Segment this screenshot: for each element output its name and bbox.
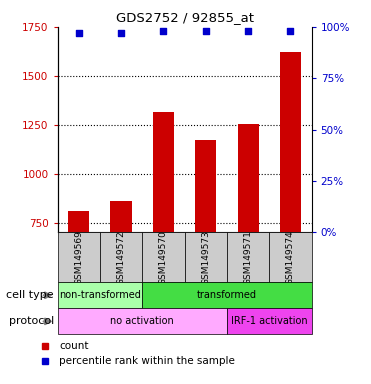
Bar [153, 112, 174, 232]
Text: GSM149570: GSM149570 [159, 230, 168, 285]
Bar [227, 308, 312, 334]
Point [288, 28, 293, 34]
Bar [58, 308, 227, 334]
Bar [58, 232, 100, 282]
Bar [280, 52, 301, 232]
Bar [58, 282, 142, 308]
Bar [142, 232, 185, 282]
Point [203, 28, 209, 34]
Text: protocol: protocol [9, 316, 54, 326]
Text: GSM149573: GSM149573 [201, 230, 210, 285]
Text: transformed: transformed [197, 290, 257, 300]
Text: GSM149569: GSM149569 [74, 230, 83, 285]
Bar [142, 282, 312, 308]
Point [118, 30, 124, 36]
Bar [237, 124, 259, 232]
Point [160, 28, 166, 34]
Text: percentile rank within the sample: percentile rank within the sample [59, 356, 235, 366]
Text: count: count [59, 341, 89, 351]
Bar [68, 211, 89, 232]
Point [76, 30, 82, 36]
Text: no activation: no activation [110, 316, 174, 326]
Text: GSM149574: GSM149574 [286, 230, 295, 285]
Bar [111, 201, 132, 232]
Text: non-transformed: non-transformed [59, 290, 141, 300]
Text: cell type: cell type [6, 290, 54, 300]
Bar [100, 232, 142, 282]
Bar [269, 232, 312, 282]
Bar [185, 232, 227, 282]
Bar [227, 232, 269, 282]
Text: GSM149571: GSM149571 [244, 230, 253, 285]
Bar [195, 141, 216, 232]
Title: GDS2752 / 92855_at: GDS2752 / 92855_at [116, 11, 253, 24]
Point [245, 28, 251, 34]
Text: IRF-1 activation: IRF-1 activation [231, 316, 308, 326]
Text: GSM149572: GSM149572 [116, 230, 125, 285]
